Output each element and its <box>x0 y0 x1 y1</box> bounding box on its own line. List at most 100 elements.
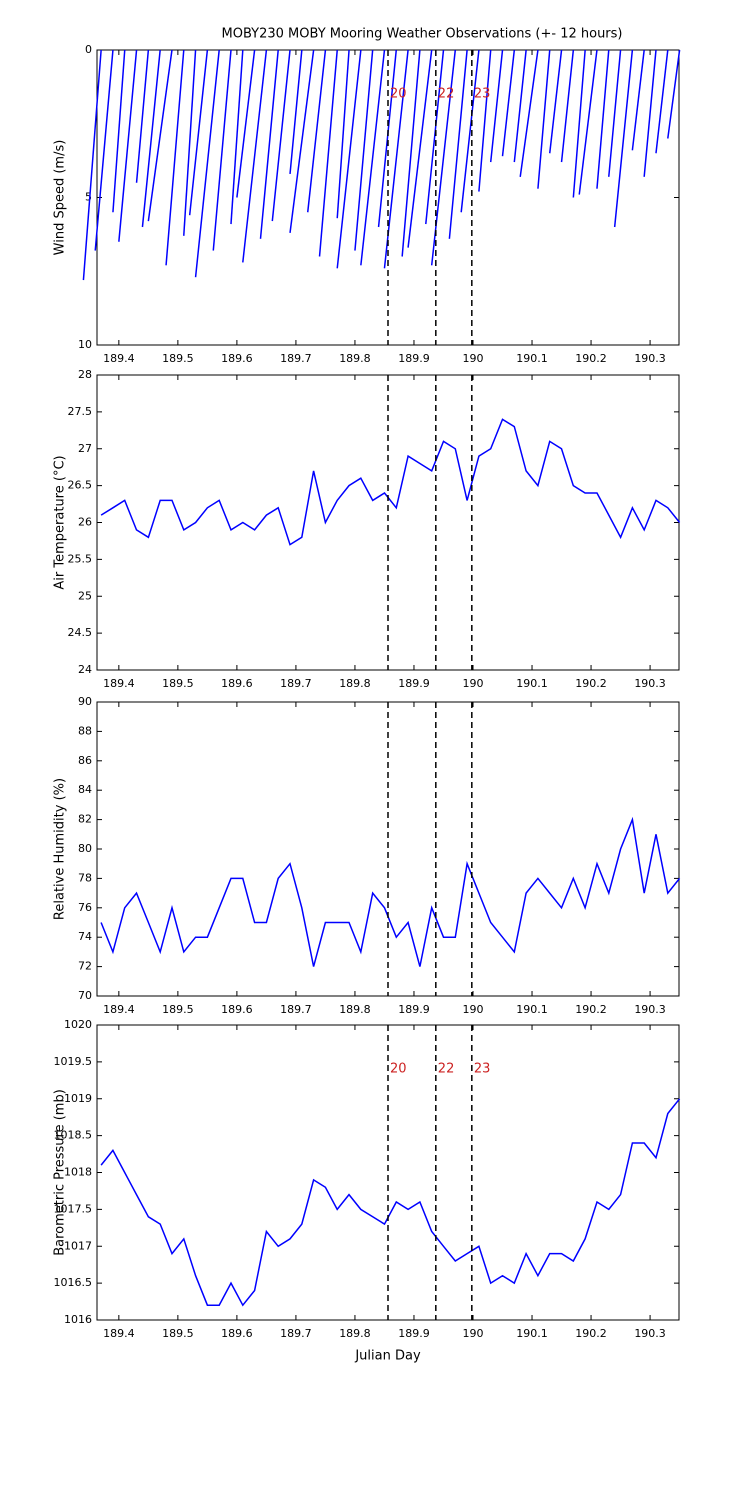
x-tick-label: 189.9 <box>398 352 430 365</box>
y-axis-label: Barometric Pressure (mb) <box>53 1089 68 1256</box>
y-tick-label: 1016 <box>64 1313 92 1326</box>
y-tick-label: 1018 <box>64 1166 92 1179</box>
x-tick-label: 189.5 <box>162 1327 194 1340</box>
wind-stick <box>336 49 350 219</box>
x-tick-label: 190.3 <box>634 1327 666 1340</box>
event-label: 22 <box>438 87 455 102</box>
wind-stick <box>165 49 185 266</box>
x-tick-label: 189.8 <box>339 677 371 690</box>
y-tick-label: 80 <box>78 842 92 855</box>
y-tick-label: 78 <box>78 871 92 884</box>
event-label: 20 <box>390 1062 407 1077</box>
x-tick-label: 189.7 <box>280 1003 312 1016</box>
wind-stick <box>306 49 327 213</box>
x-tick-label: 189.7 <box>280 352 312 365</box>
wind-stick <box>643 49 657 177</box>
y-tick-label: 27.5 <box>68 405 93 418</box>
x-tick-label: 189.4 <box>103 352 135 365</box>
y-axis-label: Wind Speed (m/s) <box>53 140 68 256</box>
x-tick-label: 190.1 <box>516 1003 548 1016</box>
x-tick-label: 189.8 <box>339 1327 371 1340</box>
wind-stick <box>489 49 504 163</box>
wind-stick <box>513 49 527 163</box>
wind-stick <box>135 49 150 183</box>
x-axis-label: Julian Day <box>354 1349 421 1364</box>
wind-stick <box>141 49 161 228</box>
x-tick-label: 189.4 <box>103 1003 135 1016</box>
wind-stick <box>118 49 138 242</box>
y-tick-label: 1020 <box>64 1018 92 1031</box>
x-tick-label: 190.2 <box>575 352 607 365</box>
wind-stick <box>631 49 645 151</box>
x-tick-label: 189.5 <box>162 677 194 690</box>
y-tick-label: 25 <box>78 589 92 602</box>
x-tick-label: 190.1 <box>516 1327 548 1340</box>
x-tick-label: 189.9 <box>398 677 430 690</box>
wind-stick <box>289 49 303 174</box>
y-tick-label: 5 <box>85 191 92 204</box>
x-tick-label: 190.1 <box>516 352 548 365</box>
x-tick-label: 190.3 <box>634 352 666 365</box>
y-tick-label: 90 <box>78 695 92 708</box>
wind-stick <box>318 49 338 257</box>
x-tick-label: 189.7 <box>280 1327 312 1340</box>
y-tick-label: 1019 <box>64 1092 92 1105</box>
wind-stick <box>501 49 516 157</box>
x-tick-label: 190 <box>462 677 483 690</box>
wind-stick <box>236 49 256 198</box>
x-tick-label: 190 <box>462 1003 483 1016</box>
wind-stick <box>448 49 468 239</box>
y-tick-label: 1019.5 <box>54 1055 93 1068</box>
x-tick-label: 189.5 <box>162 352 194 365</box>
wind-stick <box>147 49 173 222</box>
wind-stick <box>82 49 102 281</box>
x-tick-label: 189.5 <box>162 1003 194 1016</box>
wind-stick <box>336 49 362 269</box>
wind-stick <box>425 49 445 225</box>
chart-title: MOBY230 MOBY Mooring Weather Observation… <box>222 27 623 42</box>
wind-stick <box>360 49 386 266</box>
y-tick-label: 1018.5 <box>54 1129 93 1142</box>
wind-stick <box>572 49 586 198</box>
x-tick-label: 189.4 <box>103 677 135 690</box>
y-tick-label: 74 <box>78 930 92 943</box>
wind-stick <box>430 49 457 266</box>
data-line <box>100 816 681 967</box>
x-tick-label: 190.2 <box>575 677 607 690</box>
x-tick-label: 189.6 <box>221 1003 253 1016</box>
y-tick-label: 24 <box>78 663 92 676</box>
y-tick-label: 24.5 <box>68 626 93 639</box>
y-tick-label: 88 <box>78 724 92 737</box>
wind-stick <box>560 49 575 163</box>
x-tick-label: 189.8 <box>339 1003 371 1016</box>
y-tick-label: 72 <box>78 960 92 973</box>
x-tick-label: 190.2 <box>575 1327 607 1340</box>
wind-stick <box>183 49 197 236</box>
wind-stick <box>289 49 315 233</box>
wind-stick <box>354 49 374 251</box>
wind-stick <box>242 49 268 263</box>
x-tick-label: 189.6 <box>221 352 253 365</box>
wind-stick <box>613 49 634 228</box>
y-tick-label: 1017.5 <box>54 1202 93 1215</box>
y-tick-label: 70 <box>78 989 92 1002</box>
x-tick-label: 189.6 <box>221 1327 253 1340</box>
wind-stick <box>578 49 598 195</box>
y-tick-label: 1016.5 <box>54 1276 93 1289</box>
y-tick-label: 28 <box>78 368 92 381</box>
wind-stick <box>230 49 244 225</box>
wind-stick <box>460 49 480 213</box>
wind-stick <box>407 49 433 248</box>
y-tick-label: 82 <box>78 813 92 826</box>
wind-stick <box>212 49 232 251</box>
y-tick-label: 0 <box>85 43 92 56</box>
wind-stick <box>655 49 669 154</box>
y-tick-label: 1017 <box>64 1239 92 1252</box>
event-label: 23 <box>474 1062 491 1077</box>
wind-stick <box>537 49 551 189</box>
wind-stick <box>377 49 398 228</box>
event-label: 23 <box>474 87 491 102</box>
wind-stick <box>608 49 622 177</box>
wind-stick <box>401 49 421 257</box>
